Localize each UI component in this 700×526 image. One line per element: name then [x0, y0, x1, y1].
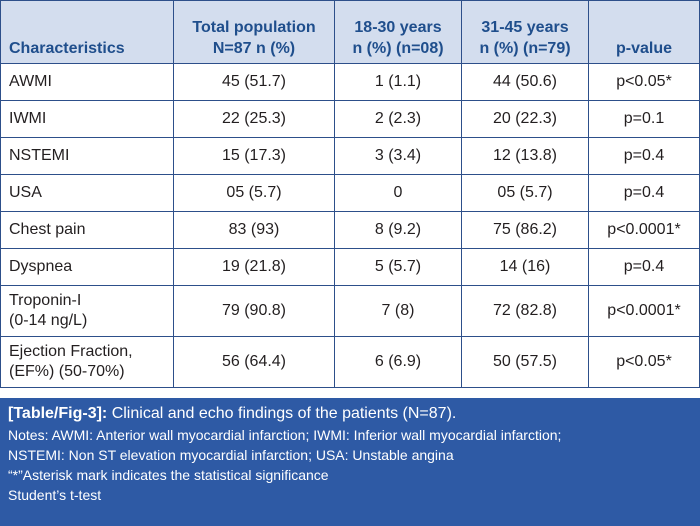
caption-ref: [Table/Fig-3]: [8, 405, 108, 422]
table-row: Chest pain 83 (93) 8 (9.2) 75 (86.2) p<0… [0, 211, 700, 249]
cell-p-value: p<0.05* [588, 336, 700, 388]
cell-31-45: 14 (16) [461, 248, 589, 286]
cell-total: 79 (90.8) [173, 285, 335, 337]
cell-31-45: 20 (22.3) [461, 100, 589, 138]
cell-p-value: p=0.4 [588, 248, 700, 286]
row-label: NSTEMI [0, 137, 174, 175]
cell-31-45: 12 (13.8) [461, 137, 589, 175]
row-label: USA [0, 174, 174, 212]
cell-31-45: 05 (5.7) [461, 174, 589, 212]
header-characteristics: Characteristics [0, 0, 174, 64]
table-row: USA 05 (5.7) 0 05 (5.7) p=0.4 [0, 174, 700, 212]
header-total-population: Total population N=87 n (%) [173, 0, 335, 64]
row-label: Ejection Fraction, (EF%) (50-70%) [0, 336, 174, 388]
cell-p-value: p=0.4 [588, 174, 700, 212]
caption-note-asterisk: “*”Asterisk mark indicates the statistic… [8, 467, 329, 483]
table-row: Dyspnea 19 (21.8) 5 (5.7) 14 (16) p=0.4 [0, 248, 700, 286]
table-row: AWMI 45 (51.7) 1 (1.1) 44 (50.6) p<0.05* [0, 63, 700, 101]
caption-note-abbrev-2: NSTEMI: Non ST elevation myocardial infa… [8, 447, 454, 463]
table-row: Troponin-I (0-14 ng/L) 79 (90.8) 7 (8) 72… [0, 285, 700, 337]
cell-p-value: p<0.0001* [588, 285, 700, 337]
cell-18-30: 7 (8) [334, 285, 462, 337]
row-label: Dyspnea [0, 248, 174, 286]
caption-note-test: Student’s t-test [8, 487, 102, 503]
row-label: Chest pain [0, 211, 174, 249]
table-row: IWMI 22 (25.3) 2 (2.3) 20 (22.3) p=0.1 [0, 100, 700, 138]
cell-total: 83 (93) [173, 211, 335, 249]
cell-31-45: 72 (82.8) [461, 285, 589, 337]
cell-total: 56 (64.4) [173, 336, 335, 388]
cell-p-value: p=0.4 [588, 137, 700, 175]
cell-18-30: 6 (6.9) [334, 336, 462, 388]
cell-total: 45 (51.7) [173, 63, 335, 101]
cell-p-value: p<0.05* [588, 63, 700, 101]
header-18-30-years: 18-30 years n (%) (n=08) [334, 0, 462, 64]
header-31-45-years: 31-45 years n (%) (n=79) [461, 0, 589, 64]
cell-18-30: 2 (2.3) [334, 100, 462, 138]
table-row: NSTEMI 15 (17.3) 3 (3.4) 12 (13.8) p=0.4 [0, 137, 700, 175]
findings-table: Characteristics Total population N=87 n (… [0, 0, 700, 388]
row-label: IWMI [0, 100, 174, 138]
caption-title: [Table/Fig-3]: Clinical and echo finding… [8, 403, 692, 425]
cell-p-value: p<0.0001* [588, 211, 700, 249]
header-p-value: p-value [588, 0, 700, 64]
cell-18-30: 1 (1.1) [334, 63, 462, 101]
header-row: Characteristics Total population N=87 n (… [0, 0, 700, 64]
cell-18-30: 0 [334, 174, 462, 212]
cell-18-30: 3 (3.4) [334, 137, 462, 175]
table-row: Ejection Fraction, (EF%) (50-70%) 56 (64.… [0, 336, 700, 388]
caption-text: Clinical and echo findings of the patien… [107, 405, 457, 422]
table-caption: [Table/Fig-3]: Clinical and echo finding… [0, 398, 700, 526]
cell-31-45: 75 (86.2) [461, 211, 589, 249]
caption-note-abbrev-1: Notes: AWMI: Anterior wall myocardial in… [8, 427, 562, 443]
row-label: Troponin-I (0-14 ng/L) [0, 285, 174, 337]
cell-total: 05 (5.7) [173, 174, 335, 212]
cell-18-30: 5 (5.7) [334, 248, 462, 286]
row-label: AWMI [0, 63, 174, 101]
cell-p-value: p=0.1 [588, 100, 700, 138]
cell-31-45: 44 (50.6) [461, 63, 589, 101]
cell-total: 15 (17.3) [173, 137, 335, 175]
cell-18-30: 8 (9.2) [334, 211, 462, 249]
cell-31-45: 50 (57.5) [461, 336, 589, 388]
cell-total: 19 (21.8) [173, 248, 335, 286]
cell-total: 22 (25.3) [173, 100, 335, 138]
